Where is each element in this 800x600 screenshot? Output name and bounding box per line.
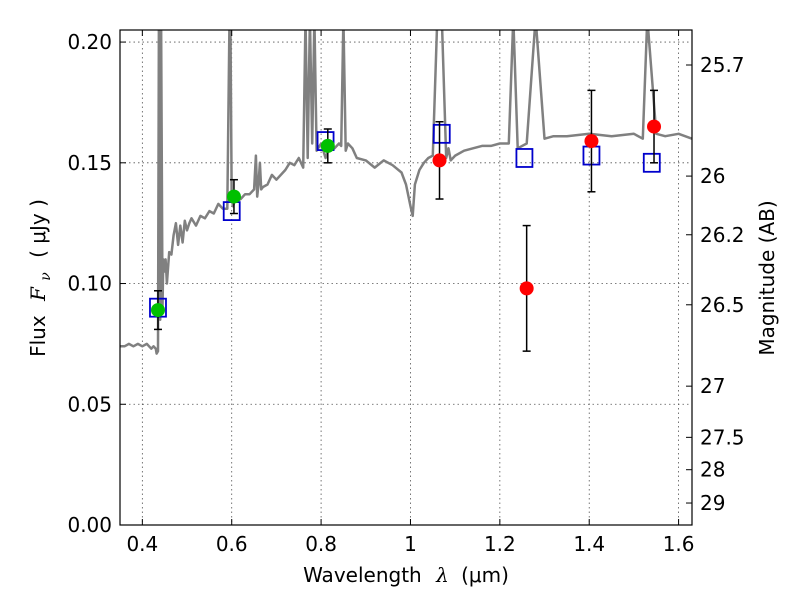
x-tick-label: 1.2 [484, 532, 516, 556]
mag-tick-label: 27 [700, 374, 725, 398]
y-axis-unit: ( μJy ) [26, 199, 50, 258]
y2-axis-label: Magnitude (AB) [755, 200, 779, 355]
y-tick-label: 0.00 [67, 513, 112, 537]
nir-photometry-point [647, 119, 662, 134]
nir-photometry-point [584, 134, 599, 149]
plot-frame [119, 29, 693, 526]
ticks-group: 0.4 0.6 0.8 1 1.2 1.4 1.6 0.00 0.05 0.10 0.15 0.20 2… [67, 30, 745, 556]
y-axis-symbol: F [26, 286, 50, 302]
mag-tick-label: 28 [700, 458, 725, 482]
optical-photometry-point [150, 303, 165, 318]
markers-group [149, 89, 662, 352]
y-tick-label: 0.05 [67, 392, 112, 416]
x-axis-label-text: Wavelength [303, 563, 422, 587]
optical-photometry-point [226, 189, 241, 204]
model-flux-square [642, 152, 661, 173]
x-tick-label: 1.6 [663, 532, 695, 556]
mag-tick-label: 26.2 [700, 223, 745, 247]
x-tick-label: 0.8 [305, 532, 337, 556]
mag-tick-label: 29 [700, 491, 725, 515]
y-tick-label: 0.15 [67, 151, 112, 175]
model-flux-square [432, 123, 451, 144]
spectrum-line-group [120, 30, 692, 355]
x-tick-label: 1.4 [573, 532, 605, 556]
mag-tick-label: 27.5 [700, 425, 745, 449]
x-tick-label: 1 [404, 532, 417, 556]
optical-photometry-point [320, 138, 335, 153]
y-axis-label-text: Flux [26, 315, 50, 357]
y-tick-label: 0.10 [67, 272, 112, 296]
y-axis-label: Flux F ν ( μJy ) [26, 199, 55, 357]
spectrum-line [120, 30, 692, 355]
y-axis-subscript: ν [38, 272, 54, 281]
x-tick-label: 0.6 [216, 532, 248, 556]
x-axis-unit: (μm) [461, 563, 509, 587]
y-tick-label: 0.20 [67, 30, 112, 54]
model-flux-square [515, 148, 534, 168]
nir-photometry-point [432, 153, 447, 168]
mag-tick-label: 26 [700, 164, 725, 188]
mag-tick-label: 25.7 [700, 53, 745, 77]
mag-tick-label: 26.5 [700, 293, 745, 317]
x-axis-lambda: λ [435, 563, 449, 587]
x-tick-label: 0.4 [126, 532, 158, 556]
nir-photometry-point [519, 281, 534, 296]
x-axis-label: Wavelength λ (μm) [303, 563, 509, 587]
